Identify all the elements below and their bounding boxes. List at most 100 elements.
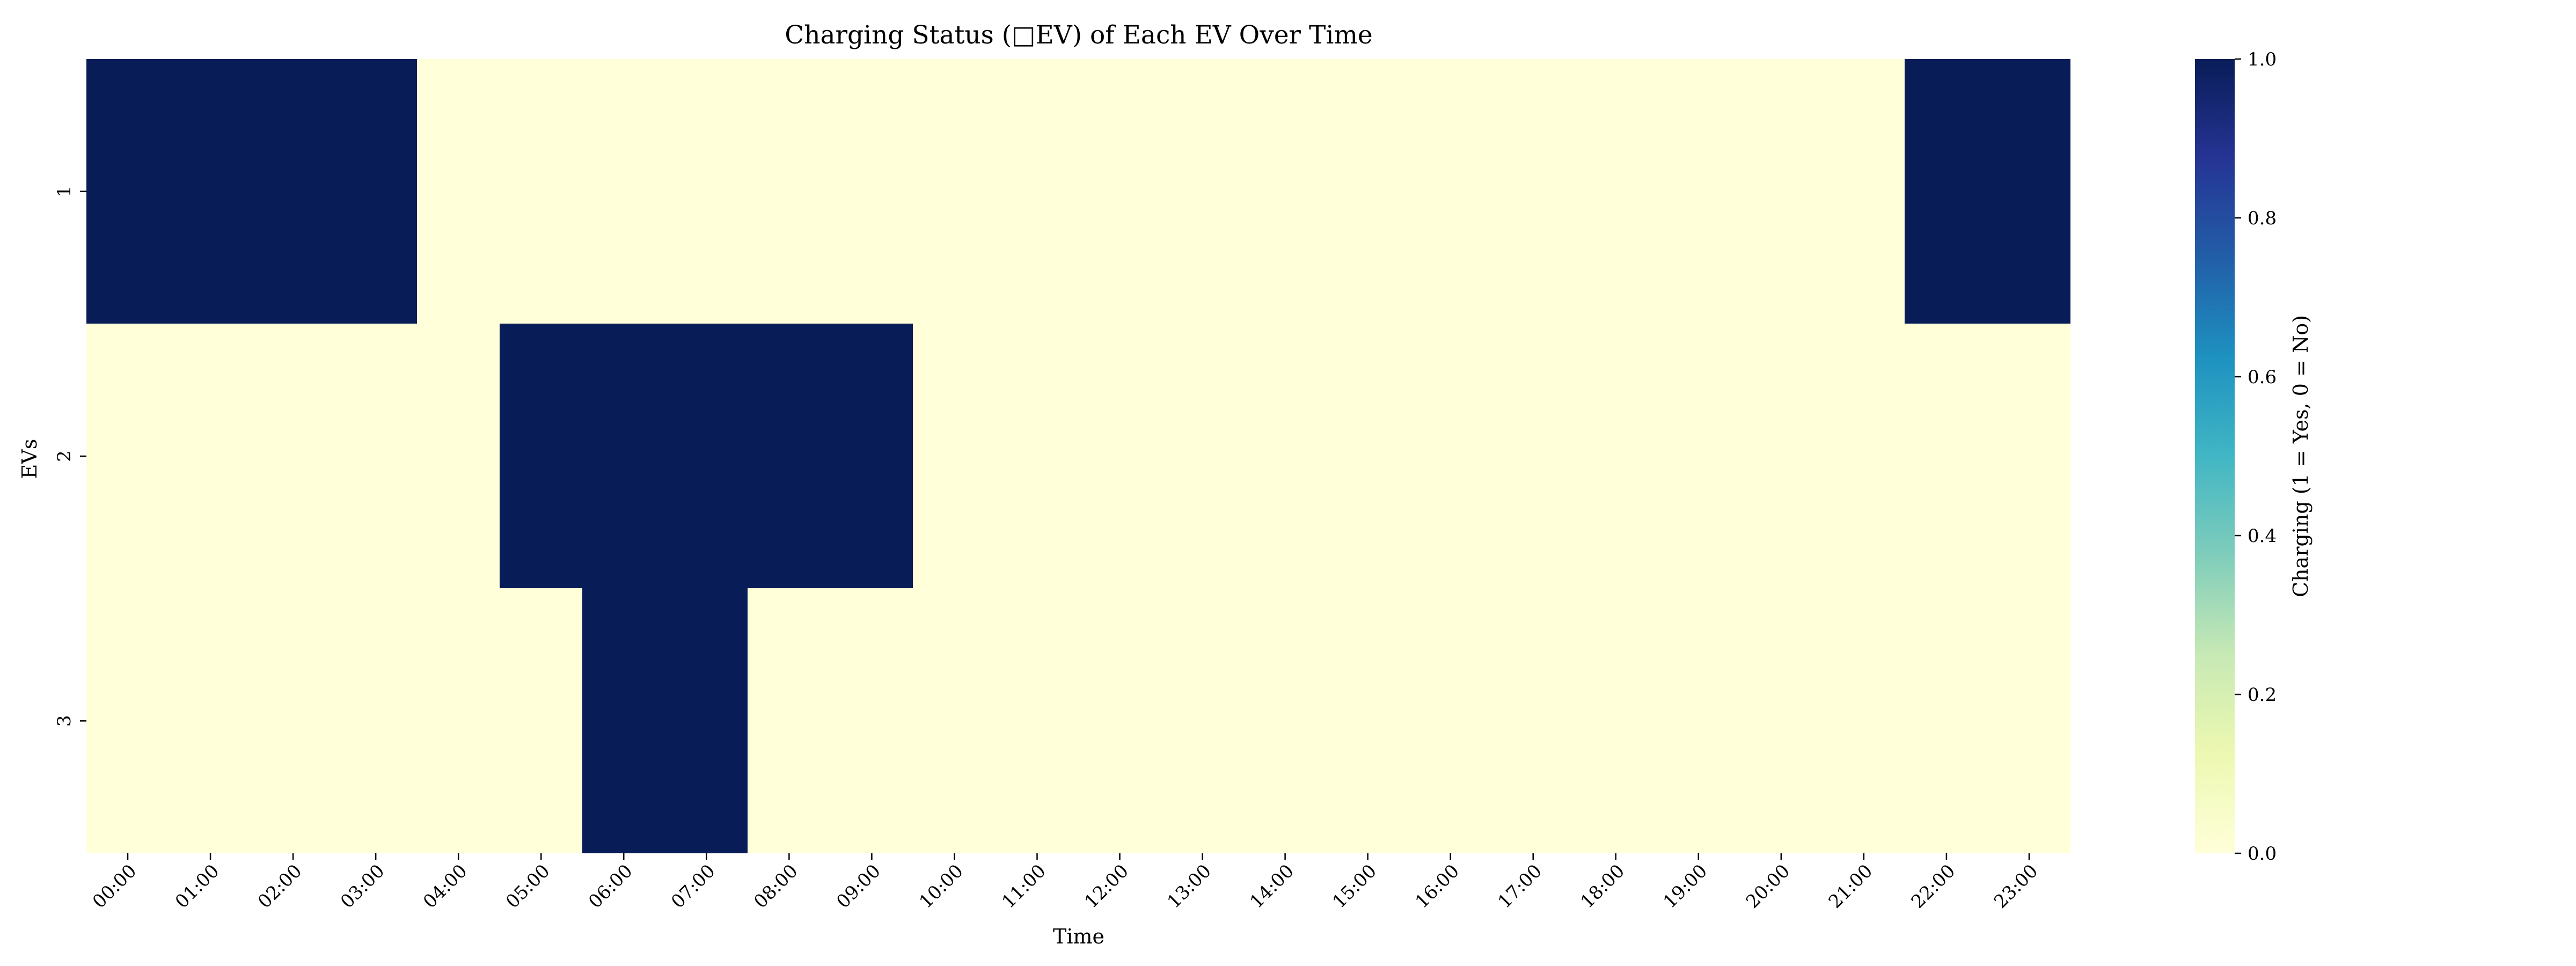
heatmap-cell [1657, 59, 1740, 324]
colorbar [2195, 59, 2235, 853]
heatmap-cell [1905, 59, 1988, 324]
x-axis-label: Time [1053, 925, 1104, 948]
heatmap-cell [86, 588, 170, 853]
x-tick-label: 06:00 [584, 860, 637, 913]
x-tick-label: 23:00 [1990, 860, 2043, 913]
x-tick-label: 14:00 [1246, 860, 1298, 913]
heatmap-cell [169, 588, 252, 853]
colorbar-tick-label: 1.0 [2248, 49, 2277, 70]
heatmap-cell [1739, 59, 1823, 324]
x-tick-label: 12:00 [1080, 860, 1133, 913]
heatmap-cell [417, 588, 500, 853]
y-axis-ticks: 1 2 3 [54, 186, 86, 727]
heatmap-cell [665, 324, 748, 589]
x-tick-label: 17:00 [1494, 860, 1547, 913]
heatmap-cell [334, 324, 418, 589]
heatmap-cells [86, 59, 2070, 853]
heatmap-cell [996, 324, 1079, 589]
heatmap-cell [830, 588, 913, 853]
x-tick-label: 10:00 [915, 860, 968, 913]
x-tick-label: 04:00 [419, 860, 472, 913]
x-tick-label: 18:00 [1577, 860, 1629, 913]
heatmap-cell [1409, 59, 1492, 324]
heatmap-cell [1078, 588, 1161, 853]
heatmap-cell [334, 588, 418, 853]
heatmap-cell [1987, 324, 2070, 589]
heatmap-cell [1574, 588, 1657, 853]
x-tick-label: 03:00 [336, 860, 389, 913]
heatmap-cell [913, 588, 996, 853]
x-tick-label: 16:00 [1411, 860, 1463, 913]
heatmap-cell [748, 324, 831, 589]
heatmap-cell [1574, 324, 1657, 589]
chart-title: Charging Status (□EV) of Each EV Over Ti… [785, 20, 1372, 50]
heatmap-cell [1409, 588, 1492, 853]
heatmap-cell [1243, 324, 1327, 589]
heatmap-cell [1657, 324, 1740, 589]
x-tick-label: 15:00 [1328, 860, 1381, 913]
colorbar-tick-label: 0.2 [2248, 684, 2277, 706]
x-tick-label: 02:00 [254, 860, 306, 913]
x-tick-label: 11:00 [998, 860, 1050, 913]
heatmap-cell [252, 588, 335, 853]
x-tick-label: 05:00 [502, 860, 554, 913]
heatmap-cell [1739, 588, 1823, 853]
x-tick-label: 19:00 [1659, 860, 1712, 913]
heatmap-cell [86, 324, 170, 589]
x-tick-label: 21:00 [1825, 860, 1877, 913]
heatmap-cell [996, 59, 1079, 324]
heatmap-cell [252, 324, 335, 589]
heatmap-cell [1905, 588, 1988, 853]
heatmap-cell [665, 59, 748, 324]
y-tick-label: 1 [54, 186, 75, 197]
x-tick-label: 13:00 [1163, 860, 1216, 913]
heatmap-cell [1243, 59, 1327, 324]
heatmap-cell [1491, 588, 1575, 853]
heatmap-cell [582, 59, 665, 324]
heatmap-cell [1574, 59, 1657, 324]
heatmap-cell [582, 324, 665, 589]
heatmap-cell [830, 324, 913, 589]
x-tick-label: 20:00 [1742, 860, 1795, 913]
colorbar-tick-label: 0.6 [2248, 367, 2277, 388]
heatmap-cell [417, 59, 500, 324]
heatmap-cell [1326, 588, 1409, 853]
heatmap-cell [1822, 588, 1905, 853]
heatmap-cell [252, 59, 335, 324]
heatmap-cell [1657, 588, 1740, 853]
heatmap-cell [1491, 59, 1575, 324]
colorbar-tick-label: 0.8 [2248, 208, 2277, 229]
y-tick-label: 2 [54, 450, 75, 462]
heatmap-cell [169, 59, 252, 324]
heatmap-cell [417, 324, 500, 589]
heatmap-cell [1409, 324, 1492, 589]
x-tick-label: 07:00 [667, 860, 720, 913]
heatmap-cell [913, 324, 996, 589]
x-tick-label: 00:00 [89, 860, 141, 913]
heatmap-cell [1905, 324, 1988, 589]
heatmap-cell [1161, 324, 1244, 589]
heatmap-cell [996, 588, 1079, 853]
heatmap-cell [169, 324, 252, 589]
heatmap-cell [1987, 588, 2070, 853]
colorbar-ticks: 0.0 0.2 0.4 0.6 0.8 1.0 [2235, 49, 2277, 865]
heatmap-cell [334, 59, 418, 324]
colorbar-label: Charging (1 = Yes, 0 = No) [2289, 315, 2312, 597]
heatmap-cell [1161, 588, 1244, 853]
heatmap-cell [1161, 59, 1244, 324]
x-axis-ticks: 00:00 01:00 02:00 03:00 04:00 05:00 06:00 07:00… [89, 853, 2043, 913]
heatmap-cell [913, 59, 996, 324]
heatmap-cell [1243, 588, 1327, 853]
heatmap-cell [1822, 59, 1905, 324]
heatmap-cell [665, 588, 748, 853]
heatmap-cell [500, 588, 583, 853]
heatmap-cell [830, 59, 913, 324]
colorbar-tick-label: 0.0 [2248, 843, 2277, 865]
heatmap-cell [1326, 324, 1409, 589]
heatmap-cell [1739, 324, 1823, 589]
heatmap-cell [1078, 59, 1161, 324]
y-axis-label: EVs [18, 439, 41, 479]
heatmap-cell [86, 59, 170, 324]
x-tick-label: 22:00 [1907, 860, 1960, 913]
